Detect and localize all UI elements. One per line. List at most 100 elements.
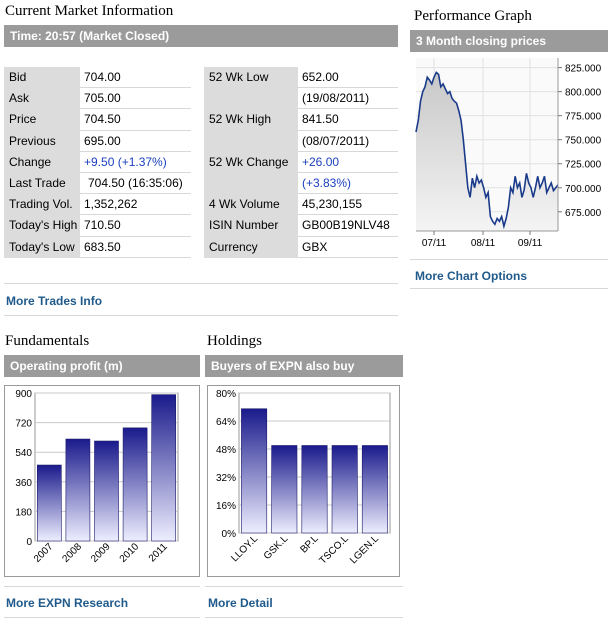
bar <box>271 445 298 534</box>
quote-label: Currency <box>204 236 298 258</box>
y-tick-label: 80% <box>216 389 236 400</box>
quote-label: Today's Low <box>4 236 80 258</box>
divider <box>4 617 200 618</box>
y-tick-label: 675.000 <box>565 208 602 219</box>
price-line <box>415 71 559 230</box>
x-tick-label: LGEN.L <box>348 533 381 566</box>
y-tick-label: 825.000 <box>565 64 602 75</box>
y-tick-label: 32% <box>216 473 236 484</box>
x-tick-label: 2010 <box>118 541 142 565</box>
x-tick-label: 2011 <box>147 541 170 564</box>
holdings-chart-frame: 0% 16% 32% 48% 64% 80% LLOY.L GSK.L BP.L TSCO.L LG… <box>207 385 400 577</box>
quote-value: 695.00 <box>80 131 191 152</box>
y-tick-label: 750.000 <box>565 136 602 147</box>
bar <box>361 445 388 534</box>
quote-label: Previous <box>4 130 80 152</box>
quote-value: 705.00 <box>80 88 191 110</box>
quote-label: Price <box>4 109 80 131</box>
quote-label: Today's High <box>4 215 80 237</box>
bar <box>241 408 268 534</box>
quote-value-sub: (08/07/2011) <box>298 131 398 152</box>
holdings-title: Holdings <box>207 333 263 349</box>
fundamentals-chart-frame: 0 180 360 540 720 900 2007 2008 2009 2010 2011 <box>4 385 200 577</box>
quote-value-sub: (+3.83%) <box>298 173 398 195</box>
x-tick-label: 2009 <box>89 541 113 565</box>
bar <box>301 445 328 534</box>
quote-label: 52 Wk Change <box>204 151 298 195</box>
y-tick-label: 720 <box>15 419 32 430</box>
quote-value: 710.50 <box>80 215 191 237</box>
bar <box>65 438 91 542</box>
quote-value: 704.00 <box>80 67 191 89</box>
price-area <box>416 72 558 232</box>
y-tick-label: 725.000 <box>565 160 602 171</box>
quote-label: 52 Wk High <box>204 109 298 152</box>
bar <box>122 427 148 542</box>
more-research-link[interactable]: More EXPN Research <box>6 596 129 610</box>
y-tick-label: 700.000 <box>565 184 602 195</box>
y-tick-label: 64% <box>216 417 236 428</box>
quote-value: GBX <box>298 237 398 258</box>
more-trades-link[interactable]: More Trades Info <box>6 294 103 308</box>
bar <box>94 440 119 542</box>
bar <box>36 464 62 542</box>
y-tick-label: 360 <box>15 478 32 489</box>
quote-label: Bid <box>4 67 80 89</box>
also-buy-bar-chart: 0%16%32%48%64%80%LLOY.L GSK.L BP.LTSCO.LLG… <box>216 389 391 567</box>
x-tick-label: 07/11 <box>422 238 447 249</box>
divider <box>205 586 403 587</box>
quote-value: 45,230,155 <box>298 194 398 216</box>
x-tick-label: GSK.L <box>262 533 291 562</box>
quote-label: Trading Vol. <box>4 194 80 216</box>
y-tick-label: 0% <box>222 529 237 540</box>
x-tick-label: 09/11 <box>518 238 543 249</box>
performance-line-chart: 825.000 800.000 775.000 750.000 725.000 700.0… <box>415 58 602 249</box>
quote-label: Change <box>4 151 80 173</box>
x-tick-label: 08/11 <box>471 238 496 249</box>
more-chart-options-link[interactable]: More Chart Options <box>415 269 528 283</box>
bar <box>151 394 177 542</box>
y-tick-label: 16% <box>216 501 236 512</box>
quote-label: ISIN Number <box>204 215 298 237</box>
market-status-bar: Time: 20:57 (Market Closed) <box>4 25 398 47</box>
bar <box>331 445 358 534</box>
quote-label: 4 Wk Volume <box>204 194 298 216</box>
y-tick-label: 48% <box>216 445 236 456</box>
y-tick-label: 0 <box>26 537 32 548</box>
quote-table-left: Bid 704.00 Ask 705.00 Price 704.50 Previous 695… <box>4 67 191 258</box>
quote-value: 652.00 <box>298 67 398 89</box>
quote-value-sub: (19/08/2011) <box>298 88 398 110</box>
x-tick-label: TSCO.L <box>317 533 351 567</box>
divider <box>4 315 398 316</box>
y-tick-label: 900 <box>15 389 32 400</box>
quote-value: 1,352,262 <box>80 194 191 216</box>
market-title: Current Market Information <box>5 3 174 19</box>
fundamentals-subtitle-bar: Operating profit (m) <box>4 355 200 377</box>
y-tick-label: 540 <box>15 448 32 459</box>
y-tick-label: 800.000 <box>565 88 602 99</box>
x-tick-label: 2007 <box>32 541 56 565</box>
quote-table-right: 52 Wk Low 652.00 (19/08/2011) 52 Wk High 841… <box>204 67 398 258</box>
divider <box>410 288 608 289</box>
quote-label: 52 Wk Low <box>204 67 298 110</box>
divider <box>205 617 403 618</box>
divider <box>4 283 398 284</box>
quote-value: 683.50 <box>80 237 191 258</box>
quote-value: GB00B19NLV48 <box>298 215 398 237</box>
quote-value: 704.50 (16:35:06) <box>80 173 191 195</box>
quote-label: Ask <box>4 88 80 110</box>
quote-label: Last Trade <box>4 173 80 195</box>
quote-value: 704.50 <box>80 109 191 131</box>
more-detail-link[interactable]: More Detail <box>208 596 273 610</box>
x-tick-label: BP.L <box>298 533 321 556</box>
quote-value: +26.00 <box>298 152 398 173</box>
fundamentals-title: Fundamentals <box>5 333 90 349</box>
performance-title: Performance Graph <box>414 8 532 24</box>
performance-subtitle-bar: 3 Month closing prices <box>410 30 608 52</box>
divider <box>410 259 608 260</box>
y-tick-label: 775.000 <box>565 112 602 123</box>
holdings-subtitle-bar: Buyers of EXPN also buy <box>205 355 403 377</box>
divider <box>4 586 200 587</box>
operating-profit-bar-chart: 0 180 360 540 720 900 2007 2008 2009 2010 2011 <box>15 389 179 565</box>
quote-value: 841.50 <box>298 109 398 131</box>
